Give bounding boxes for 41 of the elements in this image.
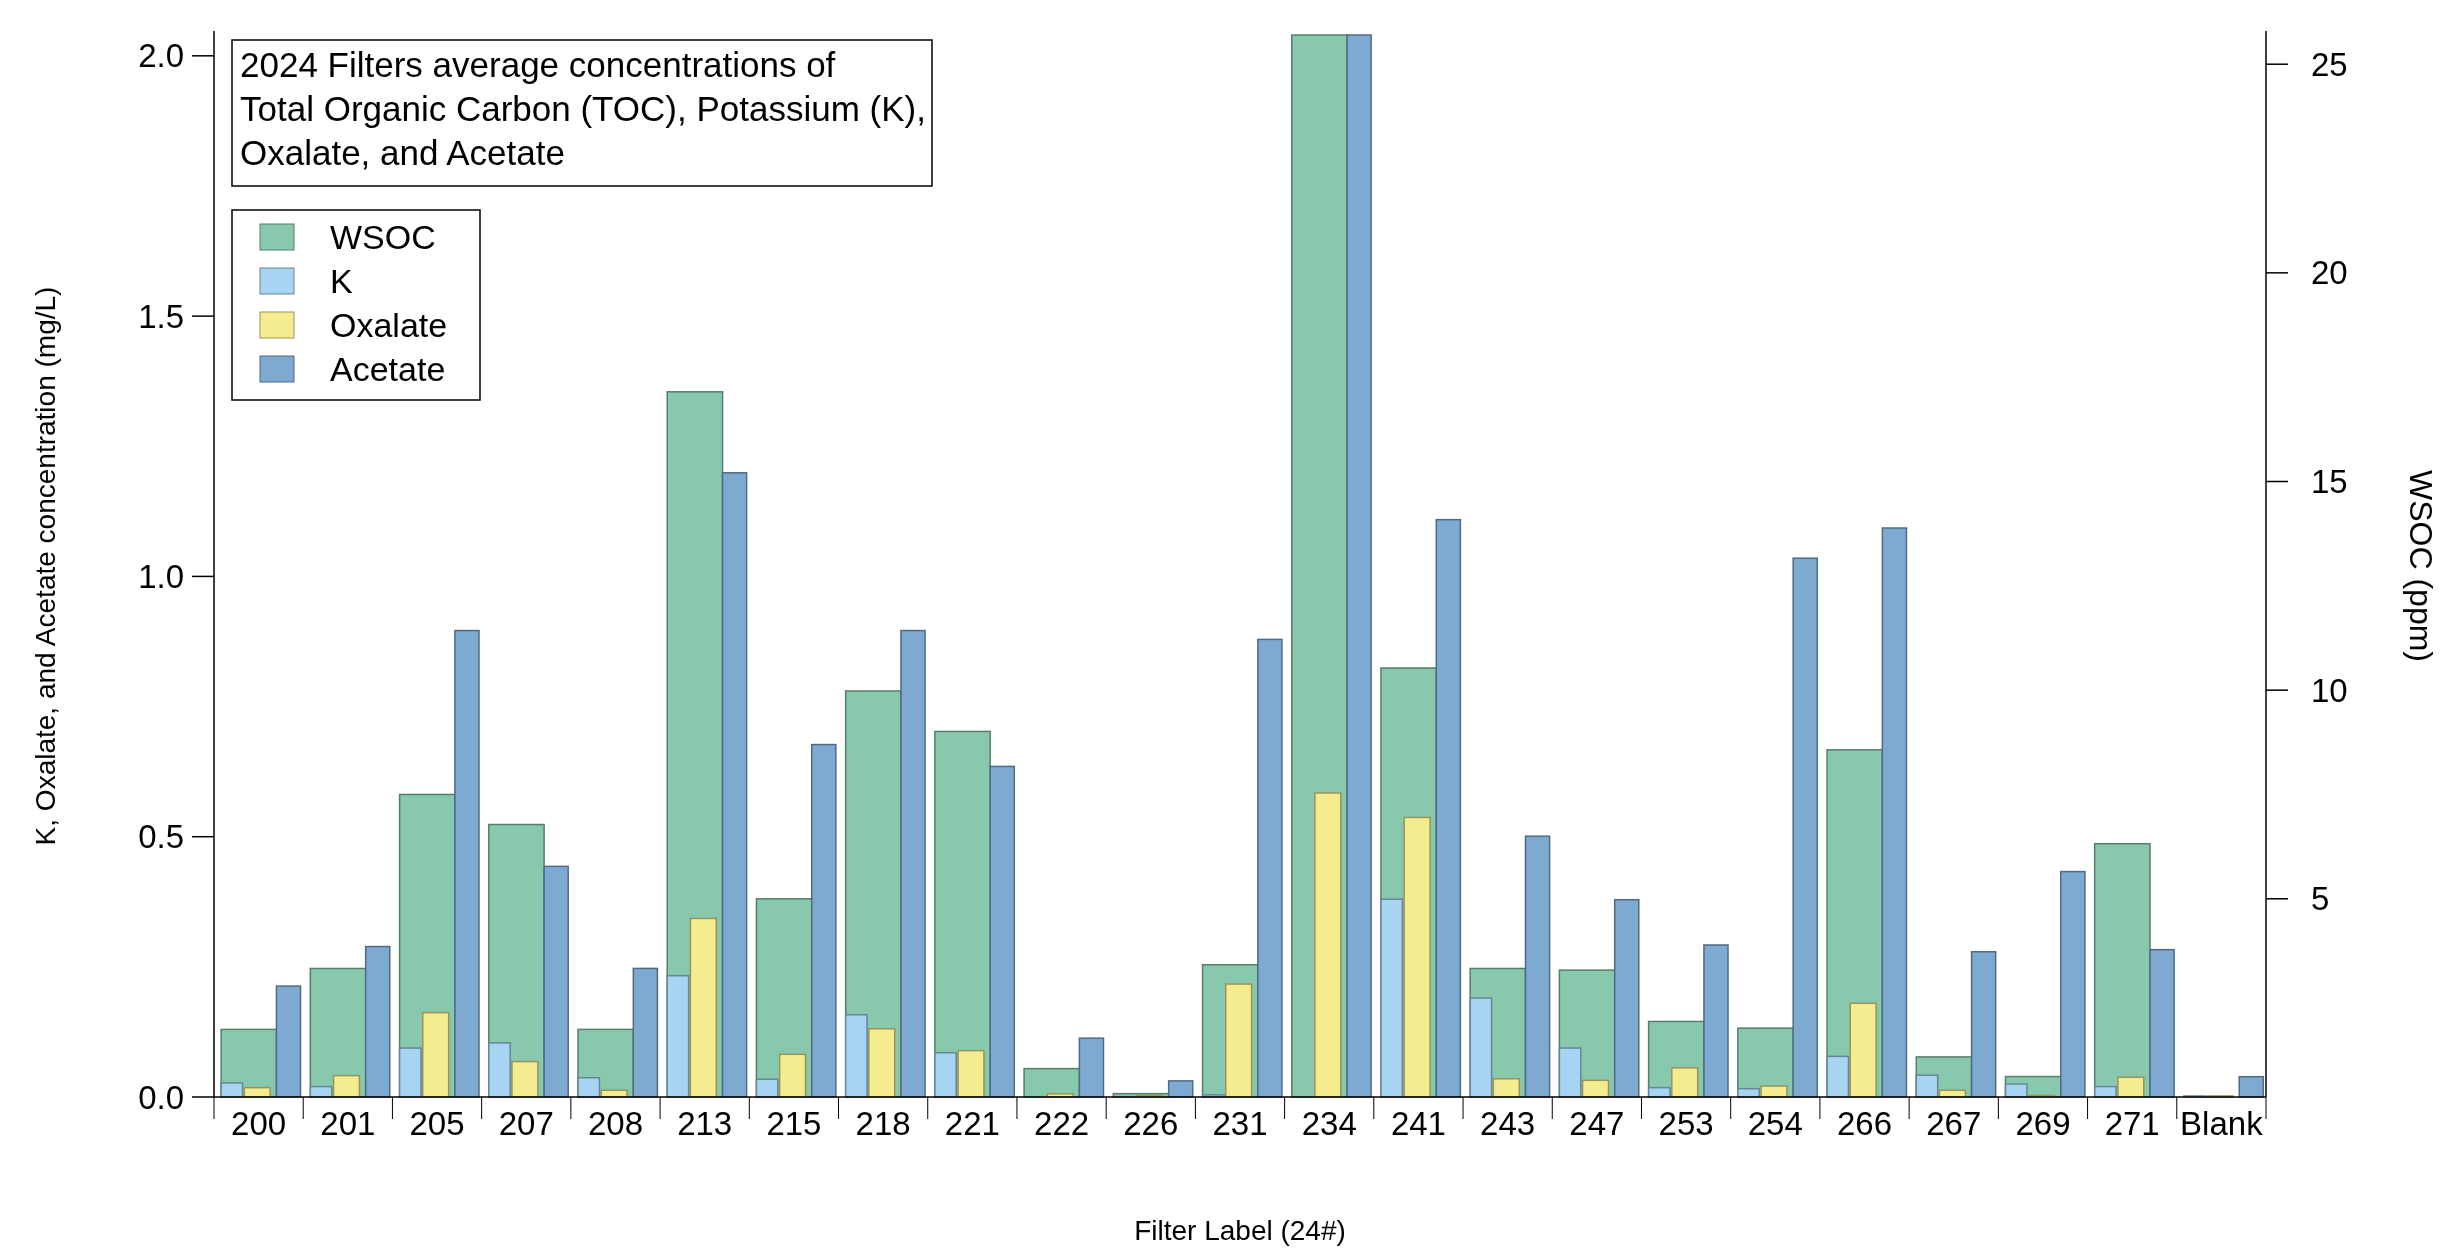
legend-label: WSOC <box>330 217 436 256</box>
x-tick-label: 218 <box>855 1105 911 1142</box>
y2-tick-label: 15 <box>2311 463 2348 501</box>
x-tick-label: 267 <box>1926 1105 1982 1142</box>
y2-tick-label: 10 <box>2311 671 2348 709</box>
x-tick-label: 241 <box>1390 1105 1446 1142</box>
x-tick-label: 247 <box>1569 1105 1625 1142</box>
x-tick-label: 208 <box>587 1105 644 1142</box>
legend-label: K <box>330 261 353 300</box>
x-tick-label: 254 <box>1747 1105 1803 1142</box>
x-tick-label: 213 <box>677 1105 733 1142</box>
x-tick-label: 205 <box>409 1105 465 1142</box>
legend-label: Oxalate <box>330 305 448 344</box>
x-tick-label: 221 <box>944 1105 1000 1142</box>
x-tick-label: 200 <box>231 1105 287 1142</box>
x-tick-label: 207 <box>498 1105 554 1142</box>
x-tick-label: 231 <box>1212 1105 1268 1142</box>
text: 2024 Filters average concentrations of Total Organic Carbon (TOC), Potassium (K), Oxalate, and Acetate <box>240 45 926 172</box>
x-tick-label: 271 <box>2104 1105 2160 1142</box>
y-tick-label: 2.0 <box>138 37 184 75</box>
x-tick-label: 215 <box>766 1105 822 1142</box>
x-tick-label: 243 <box>1480 1105 1536 1142</box>
x-tick-label: 201 <box>320 1105 376 1142</box>
x-tick-label: 234 <box>1301 1105 1357 1142</box>
x-tick-label: 269 <box>2015 1105 2071 1142</box>
x-axis-title: Filter Label (24#) <box>1134 1215 1346 1246</box>
y2-tick-label: 20 <box>2311 254 2348 292</box>
x-tick-label: 266 <box>1836 1105 1893 1142</box>
legend-label: Acetate <box>330 349 446 388</box>
x-tick-label: 226 <box>1123 1105 1179 1142</box>
x-tick-label: Blank <box>2180 1105 2264 1142</box>
y-axis-title: K, Oxalate, and Acetate concentration (mg/L) <box>30 286 61 846</box>
y-tick-label: 1.5 <box>138 297 184 335</box>
y2-tick-label: 25 <box>2311 45 2348 83</box>
x-tick-label: 253 <box>1658 1105 1714 1142</box>
y-tick-label: 1.0 <box>138 557 184 595</box>
y2-axis-title: WSOC (ppm) <box>2403 470 2439 662</box>
y2-tick-label: 5 <box>2311 880 2330 918</box>
x-tick-label: 222 <box>1034 1105 1090 1142</box>
y-tick-label: 0.0 <box>138 1078 184 1116</box>
y-tick-label: 0.5 <box>138 818 184 856</box>
